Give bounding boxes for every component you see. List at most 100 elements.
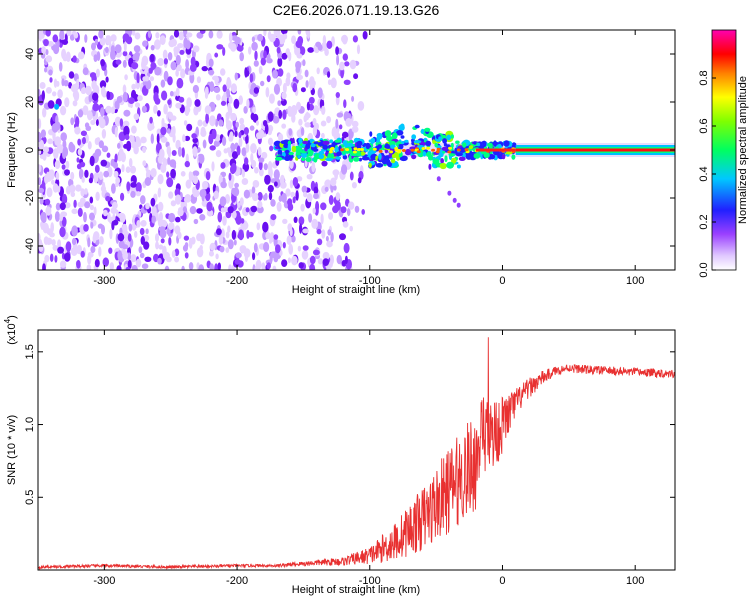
spectrogram-cell [100, 159, 108, 167]
spectrogram-cell [225, 231, 230, 239]
spectrogram-cell [348, 155, 352, 162]
spectrogram-cell [401, 149, 406, 152]
spectrogram-cell [309, 255, 316, 265]
spectrogram-cell [127, 259, 132, 270]
spectrogram-cell [83, 224, 89, 232]
spectrogram-cell [176, 77, 184, 89]
spectrogram-cell [268, 238, 273, 244]
spectrogram-cell [124, 74, 128, 81]
spectrogram-cell [215, 253, 219, 260]
spectrogram-cell [333, 185, 337, 191]
spectrogram-cell [45, 49, 49, 56]
spectrogram-cell [87, 141, 92, 150]
spectrogram-cell [295, 190, 299, 201]
spectrogram-cell [351, 182, 357, 189]
spectrogram-cell [122, 33, 130, 42]
spectrogram-cell [265, 232, 271, 240]
spectrogram-cell [281, 52, 288, 60]
spectrogram-cell [360, 148, 364, 151]
spectrogram-cell [458, 156, 466, 161]
spectrogram-cell [208, 30, 214, 39]
spectrogram-cell [145, 202, 150, 210]
spectrogram-cell [143, 234, 150, 242]
spectrogram-x-tick-label: 0 [499, 275, 505, 287]
spectrogram-cell [171, 250, 176, 258]
spectrogram-cell [220, 162, 226, 169]
spectrogram-cell [299, 223, 303, 234]
spectrogram-cell [206, 201, 213, 212]
spectrogram-cell [81, 176, 85, 183]
spectrogram-cell [41, 46, 46, 54]
spectrogram-cell [238, 131, 242, 139]
spectrogram-cell [77, 138, 82, 146]
spectrogram-cell [290, 191, 295, 198]
spectrogram-cell [64, 169, 70, 176]
spectrogram-cell [235, 252, 242, 259]
spectrogram-cell [216, 228, 222, 236]
spectrogram-cell [193, 105, 199, 116]
spectrogram-cell [186, 97, 192, 108]
spectrogram-cell [322, 258, 330, 266]
spectrogram-cell [336, 54, 340, 66]
spectrogram-cell [184, 194, 192, 203]
spectrogram-cell [281, 192, 287, 203]
spectrogram-cell [86, 110, 93, 121]
spectrogram-cell [158, 226, 166, 233]
spectrogram-cell [286, 235, 292, 245]
spectrogram-cell [99, 80, 107, 89]
spectrogram-cell [312, 207, 316, 214]
spectrogram-cell [236, 45, 244, 52]
spectrogram-cell [277, 149, 283, 157]
spectrogram-cell [162, 157, 167, 169]
spectrogram-cell [42, 263, 46, 270]
spectrogram-cell [268, 192, 273, 201]
spectrogram-cell [263, 50, 267, 59]
snr-y-tick-label: 0.5 [24, 490, 36, 505]
spectrogram-cell [101, 145, 109, 153]
spectrogram-cell [199, 214, 206, 221]
spectrogram-cell [101, 129, 107, 139]
colorbar-tick-label: 0.2 [698, 214, 710, 229]
spectrogram-cell [282, 218, 288, 224]
spectrogram-cell [48, 69, 53, 76]
spectrogram-cell [349, 59, 357, 70]
spectrogram-cell [136, 72, 140, 84]
spectrogram-x-ticks: -300 -200 -100 0 100 [93, 30, 644, 287]
spectrogram-cell [231, 210, 237, 219]
spectrogram-cell [175, 87, 180, 97]
spectrogram-cell [38, 177, 41, 186]
spectrogram-cell [267, 137, 274, 146]
spectrogram-cell [362, 30, 368, 40]
spectrogram-cell [149, 76, 155, 82]
spectrogram-cell [272, 69, 278, 79]
spectrogram-cell [144, 75, 150, 82]
snr-x-label: Height of straight line (km) [292, 584, 420, 596]
spectrogram-cell [327, 229, 332, 236]
spectrogram-cell [130, 254, 137, 263]
spectrogram-cell [248, 46, 252, 55]
spectrogram-cell [92, 92, 99, 101]
spectrogram-cell [180, 68, 186, 79]
spectrogram-cell [193, 218, 199, 225]
spectrogram-cell [375, 155, 379, 161]
spectrogram-cell [398, 124, 405, 131]
spectrogram-cell [122, 59, 127, 68]
spectrogram-cell [306, 174, 313, 180]
spectrogram-cell [342, 221, 349, 228]
spectrogram-cell [215, 94, 221, 101]
spectrogram-cell [136, 220, 141, 228]
spectrogram-cell [432, 158, 440, 165]
spectrogram-cell [177, 209, 184, 217]
spectrogram-cell [326, 240, 333, 248]
spectrogram-cell [167, 156, 171, 165]
spectrogram-cell [184, 160, 190, 168]
spectrogram-cell [160, 126, 167, 136]
spectrogram-cell [185, 40, 191, 50]
spectrogram-cell [135, 182, 142, 193]
colorbar-label: Normalized spectral amplitude [737, 76, 749, 224]
spectrogram-cell [253, 87, 260, 94]
spectrogram-cell [181, 265, 185, 270]
spectrogram-cell [173, 163, 177, 169]
spectrogram-cell [251, 36, 255, 43]
spectrogram-cell [252, 180, 260, 188]
